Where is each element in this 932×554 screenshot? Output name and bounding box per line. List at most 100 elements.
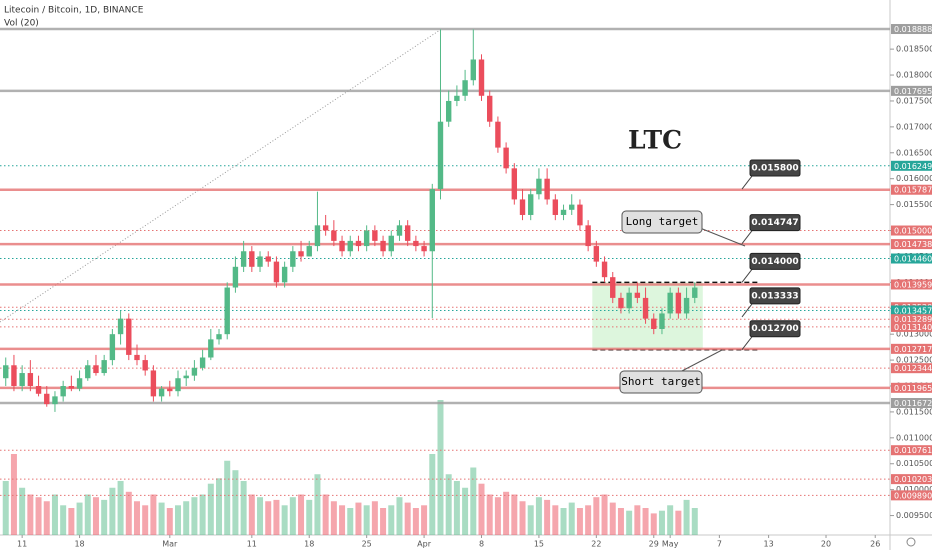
volume-title: Vol (20) [4, 19, 39, 29]
candle-body [167, 388, 173, 392]
volume-bar [314, 474, 321, 535]
callout-box [749, 214, 801, 232]
volume-bar [675, 510, 682, 535]
candle-body [659, 313, 665, 329]
candle-body [134, 354, 140, 361]
callout-box [621, 210, 703, 234]
candle-body [396, 225, 403, 236]
volume-bar [265, 501, 272, 535]
level-label: 0.010203 [894, 475, 932, 484]
candle-body [68, 386, 75, 389]
volume-bar [576, 508, 583, 535]
candle-body [265, 256, 271, 262]
callout-label: 0.013333 [751, 291, 798, 301]
y-tick-label: 0.012500 [896, 356, 932, 365]
level-label: 0.014460 [894, 255, 932, 264]
volume-bar [683, 499, 690, 535]
volume-bar [60, 505, 67, 535]
settings-icon[interactable] [906, 537, 916, 547]
volume-bar [2, 481, 9, 535]
volume-bar [199, 494, 206, 535]
volume-bar [273, 499, 280, 535]
candle-body [44, 393, 50, 405]
level-label-box [891, 305, 932, 316]
volume-bar [125, 491, 132, 535]
candle-body [610, 277, 616, 298]
candle-body [339, 240, 345, 252]
volume-bar [109, 487, 116, 535]
volume-bar [92, 497, 99, 535]
volume-bar [289, 497, 296, 535]
level-label: 0.013140 [894, 323, 932, 332]
volume-bar [585, 505, 592, 535]
volume-bar [10, 454, 17, 535]
volume-bar [355, 502, 362, 535]
y-tick-label: 0.010500 [896, 459, 932, 468]
volume-bar [445, 474, 452, 535]
volume-bar [560, 508, 567, 535]
candle-body [421, 246, 427, 252]
plot: 0.018500 0.018000 0.017500 0.017000 0.016500… [0, 27, 932, 549]
volume-bar [216, 478, 223, 535]
callout-box [619, 370, 703, 394]
level-label: 0.013457 [894, 306, 932, 315]
callout-label: 0.014747 [751, 218, 798, 228]
candle-body [413, 240, 419, 247]
x-tick-label: 29 [649, 540, 659, 549]
candle-body [109, 334, 116, 361]
candle-body [355, 240, 362, 247]
candle-body [577, 204, 583, 226]
candle-body [618, 297, 624, 309]
candle-body [150, 370, 157, 397]
level-label-box [891, 239, 932, 250]
candle-body [19, 373, 25, 387]
trend-line [0, 29, 441, 323]
volume-bar [371, 501, 378, 535]
volume-bar [519, 501, 526, 535]
volume-bar [552, 505, 559, 535]
level-label-box [891, 184, 932, 195]
volume-bar [76, 502, 83, 535]
candle-body [93, 365, 99, 374]
volume-bar [19, 487, 26, 535]
volume-bar [150, 494, 157, 535]
volume-bar [429, 454, 436, 535]
y-tick-label: 0.013000 [896, 330, 932, 339]
volume-bar [593, 497, 600, 535]
level-label: 0.017695 [894, 87, 932, 96]
volume-bar [396, 497, 403, 535]
volume-bar [183, 501, 190, 535]
volume-bar [298, 494, 305, 535]
volume-bar [634, 505, 641, 535]
volume-bar [224, 460, 231, 535]
candle-body [175, 378, 181, 392]
callout-pointer [741, 269, 753, 283]
x-tick-label: 18 [74, 540, 84, 549]
callout-text: Long target [626, 215, 699, 228]
candle-body [462, 80, 468, 96]
level-label-box [891, 490, 932, 501]
volume-bar [142, 505, 149, 535]
x-tick-label: 15 [534, 540, 544, 549]
callout-pointer [741, 175, 753, 190]
candle-body [642, 297, 649, 319]
callout-box [749, 320, 801, 338]
volume-bar [609, 502, 616, 535]
candle-body [290, 251, 296, 267]
x-tick-label: 22 [591, 540, 601, 549]
level-label-box [891, 321, 932, 332]
candle-body [224, 287, 230, 335]
volume-bar [43, 501, 50, 535]
volume-bar [330, 501, 337, 535]
callout-text: Short target [621, 375, 700, 388]
volume-bar [306, 499, 313, 535]
candle-body [208, 339, 214, 358]
candle-body [35, 386, 42, 394]
volume-bar [191, 497, 198, 535]
candle-body [11, 365, 17, 387]
y-tick-label: 0.018500 [896, 45, 932, 54]
level-label: 0.010761 [894, 446, 932, 455]
x-tick-label: 7 [717, 540, 722, 549]
candle-body [651, 318, 657, 329]
